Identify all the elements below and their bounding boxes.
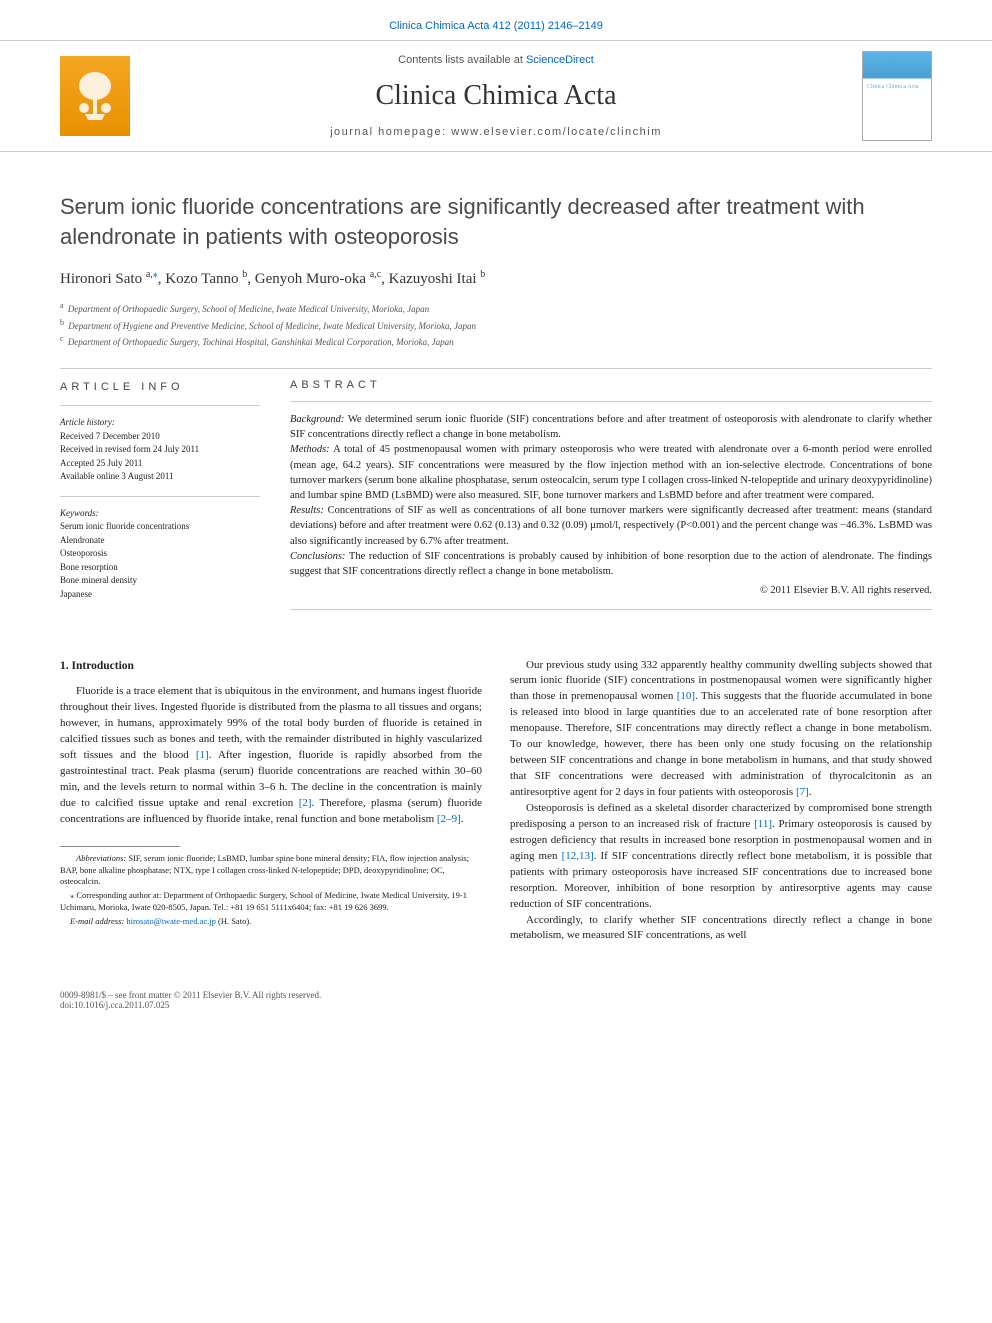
article-title: Serum ionic fluoride concentrations are …: [60, 192, 932, 251]
contents-prefix: Contents lists available at: [398, 54, 526, 66]
page-footer: 0009-8981/$ – see front matter © 2011 El…: [0, 974, 992, 1040]
abstract-section: Results: Concentrations of SIF as well a…: [290, 503, 932, 549]
abstract-section: Methods: A total of 45 postmenopausal wo…: [290, 442, 932, 503]
keywords-label: Keywords:: [60, 507, 260, 521]
sciencedirect-link[interactable]: ScienceDirect: [526, 54, 594, 66]
reference-link[interactable]: [1]: [196, 749, 209, 761]
reference-link[interactable]: [2]: [299, 797, 312, 809]
article-body: Serum ionic fluoride concentrations are …: [0, 152, 992, 974]
main-text-columns: 1. Introduction Fluoride is a trace elem…: [60, 658, 932, 945]
history-line: Accepted 25 July 2011: [60, 457, 260, 471]
paragraph: Fluoride is a trace element that is ubiq…: [60, 684, 482, 827]
reference-link[interactable]: [2–9]: [437, 813, 461, 825]
history-line: Available online 3 August 2011: [60, 470, 260, 484]
right-column: Our previous study using 332 apparently …: [510, 658, 932, 945]
reference-link[interactable]: [11]: [754, 818, 772, 830]
elsevier-tree-icon: [70, 66, 120, 126]
reference-link[interactable]: [10]: [677, 690, 695, 702]
divider: [60, 405, 260, 406]
keyword: Serum ionic fluoride concentrations: [60, 520, 260, 534]
email-footnote: E-mail address: hirosato@iwate-med.ac.jp…: [60, 916, 482, 928]
author: Genyoh Muro-oka a,c: [255, 271, 381, 287]
keyword: Bone resorption: [60, 561, 260, 575]
reference-link[interactable]: [12,13]: [562, 850, 594, 862]
footer-left: 0009-8981/$ – see front matter © 2011 El…: [60, 990, 321, 1010]
abstract-section: Background: We determined serum ionic fl…: [290, 412, 932, 442]
left-column: 1. Introduction Fluoride is a trace elem…: [60, 658, 482, 945]
divider: [290, 609, 932, 610]
doi-line: doi:10.1016/j.cca.2011.07.025: [60, 1000, 321, 1010]
keyword: Alendronate: [60, 534, 260, 548]
header-center: Contents lists available at ScienceDirec…: [130, 54, 862, 138]
history-label: Article history:: [60, 416, 260, 430]
footnotes: Abbreviations: SIF, serum ionic fluoride…: [60, 853, 482, 928]
affiliation: b Department of Hygiene and Preventive M…: [60, 317, 932, 334]
journal-cover-text: Clinica Chimica Acta: [867, 84, 919, 91]
divider: [60, 368, 932, 369]
author: Kozo Tanno b: [165, 271, 247, 287]
info-abstract-row: ARTICLE INFO Article history: Received 7…: [60, 379, 932, 620]
journal-header: Contents lists available at ScienceDirec…: [0, 40, 992, 152]
elsevier-logo: [60, 56, 130, 136]
reference-link[interactable]: [7]: [796, 786, 809, 798]
keywords-block: Keywords: Serum ionic fluoride concentra…: [60, 507, 260, 602]
abstract-copyright: © 2011 Elsevier B.V. All rights reserved…: [290, 583, 932, 598]
paragraph: Our previous study using 332 apparently …: [510, 658, 932, 801]
article-info-column: ARTICLE INFO Article history: Received 7…: [60, 379, 260, 620]
email-link[interactable]: hirosato@iwate-med.ac.jp: [126, 916, 216, 926]
abbreviations-footnote: Abbreviations: SIF, serum ionic fluoride…: [60, 853, 482, 889]
journal-homepage: journal homepage: www.elsevier.com/locat…: [150, 126, 842, 138]
author: Hironori Sato a,⁎: [60, 271, 158, 287]
introduction-heading: 1. Introduction: [60, 658, 482, 675]
keyword: Bone mineral density: [60, 574, 260, 588]
article-history-block: Article history: Received 7 December 201…: [60, 416, 260, 484]
top-citation-link[interactable]: Clinica Chimica Acta 412 (2011) 2146–214…: [389, 20, 603, 32]
divider: [290, 401, 932, 402]
keyword: Osteoporosis: [60, 547, 260, 561]
footnote-divider: [60, 846, 180, 847]
top-citation: Clinica Chimica Acta 412 (2011) 2146–214…: [0, 0, 992, 40]
author-list: Hironori Sato a,⁎, Kozo Tanno b, Genyoh …: [60, 269, 932, 288]
history-line: Received 7 December 2010: [60, 430, 260, 444]
abstract-section: Conclusions: The reduction of SIF concen…: [290, 549, 932, 579]
keyword: Japanese: [60, 588, 260, 602]
front-matter-line: 0009-8981/$ – see front matter © 2011 El…: [60, 990, 321, 1000]
affiliation: c Department of Orthopaedic Surgery, Toc…: [60, 333, 932, 350]
contents-line: Contents lists available at ScienceDirec…: [150, 54, 842, 66]
article-info-heading: ARTICLE INFO: [60, 379, 260, 396]
abstract-heading: ABSTRACT: [290, 379, 932, 391]
author: Kazuyoshi Itai b: [389, 271, 486, 287]
paragraph: Osteoporosis is defined as a skeletal di…: [510, 801, 932, 913]
affiliations: a Department of Orthopaedic Surgery, Sch…: [60, 300, 932, 350]
journal-cover-thumbnail: Clinica Chimica Acta: [862, 51, 932, 141]
abstract-text: Background: We determined serum ionic fl…: [290, 412, 932, 599]
journal-name: Clinica Chimica Acta: [150, 80, 842, 112]
paragraph: Accordingly, to clarify whether SIF conc…: [510, 913, 932, 945]
abstract-column: ABSTRACT Background: We determined serum…: [290, 379, 932, 620]
history-line: Received in revised form 24 July 2011: [60, 443, 260, 457]
divider: [60, 496, 260, 497]
corresponding-author-footnote: ⁎ Corresponding author at: Department of…: [60, 890, 482, 914]
affiliation: a Department of Orthopaedic Surgery, Sch…: [60, 300, 932, 317]
